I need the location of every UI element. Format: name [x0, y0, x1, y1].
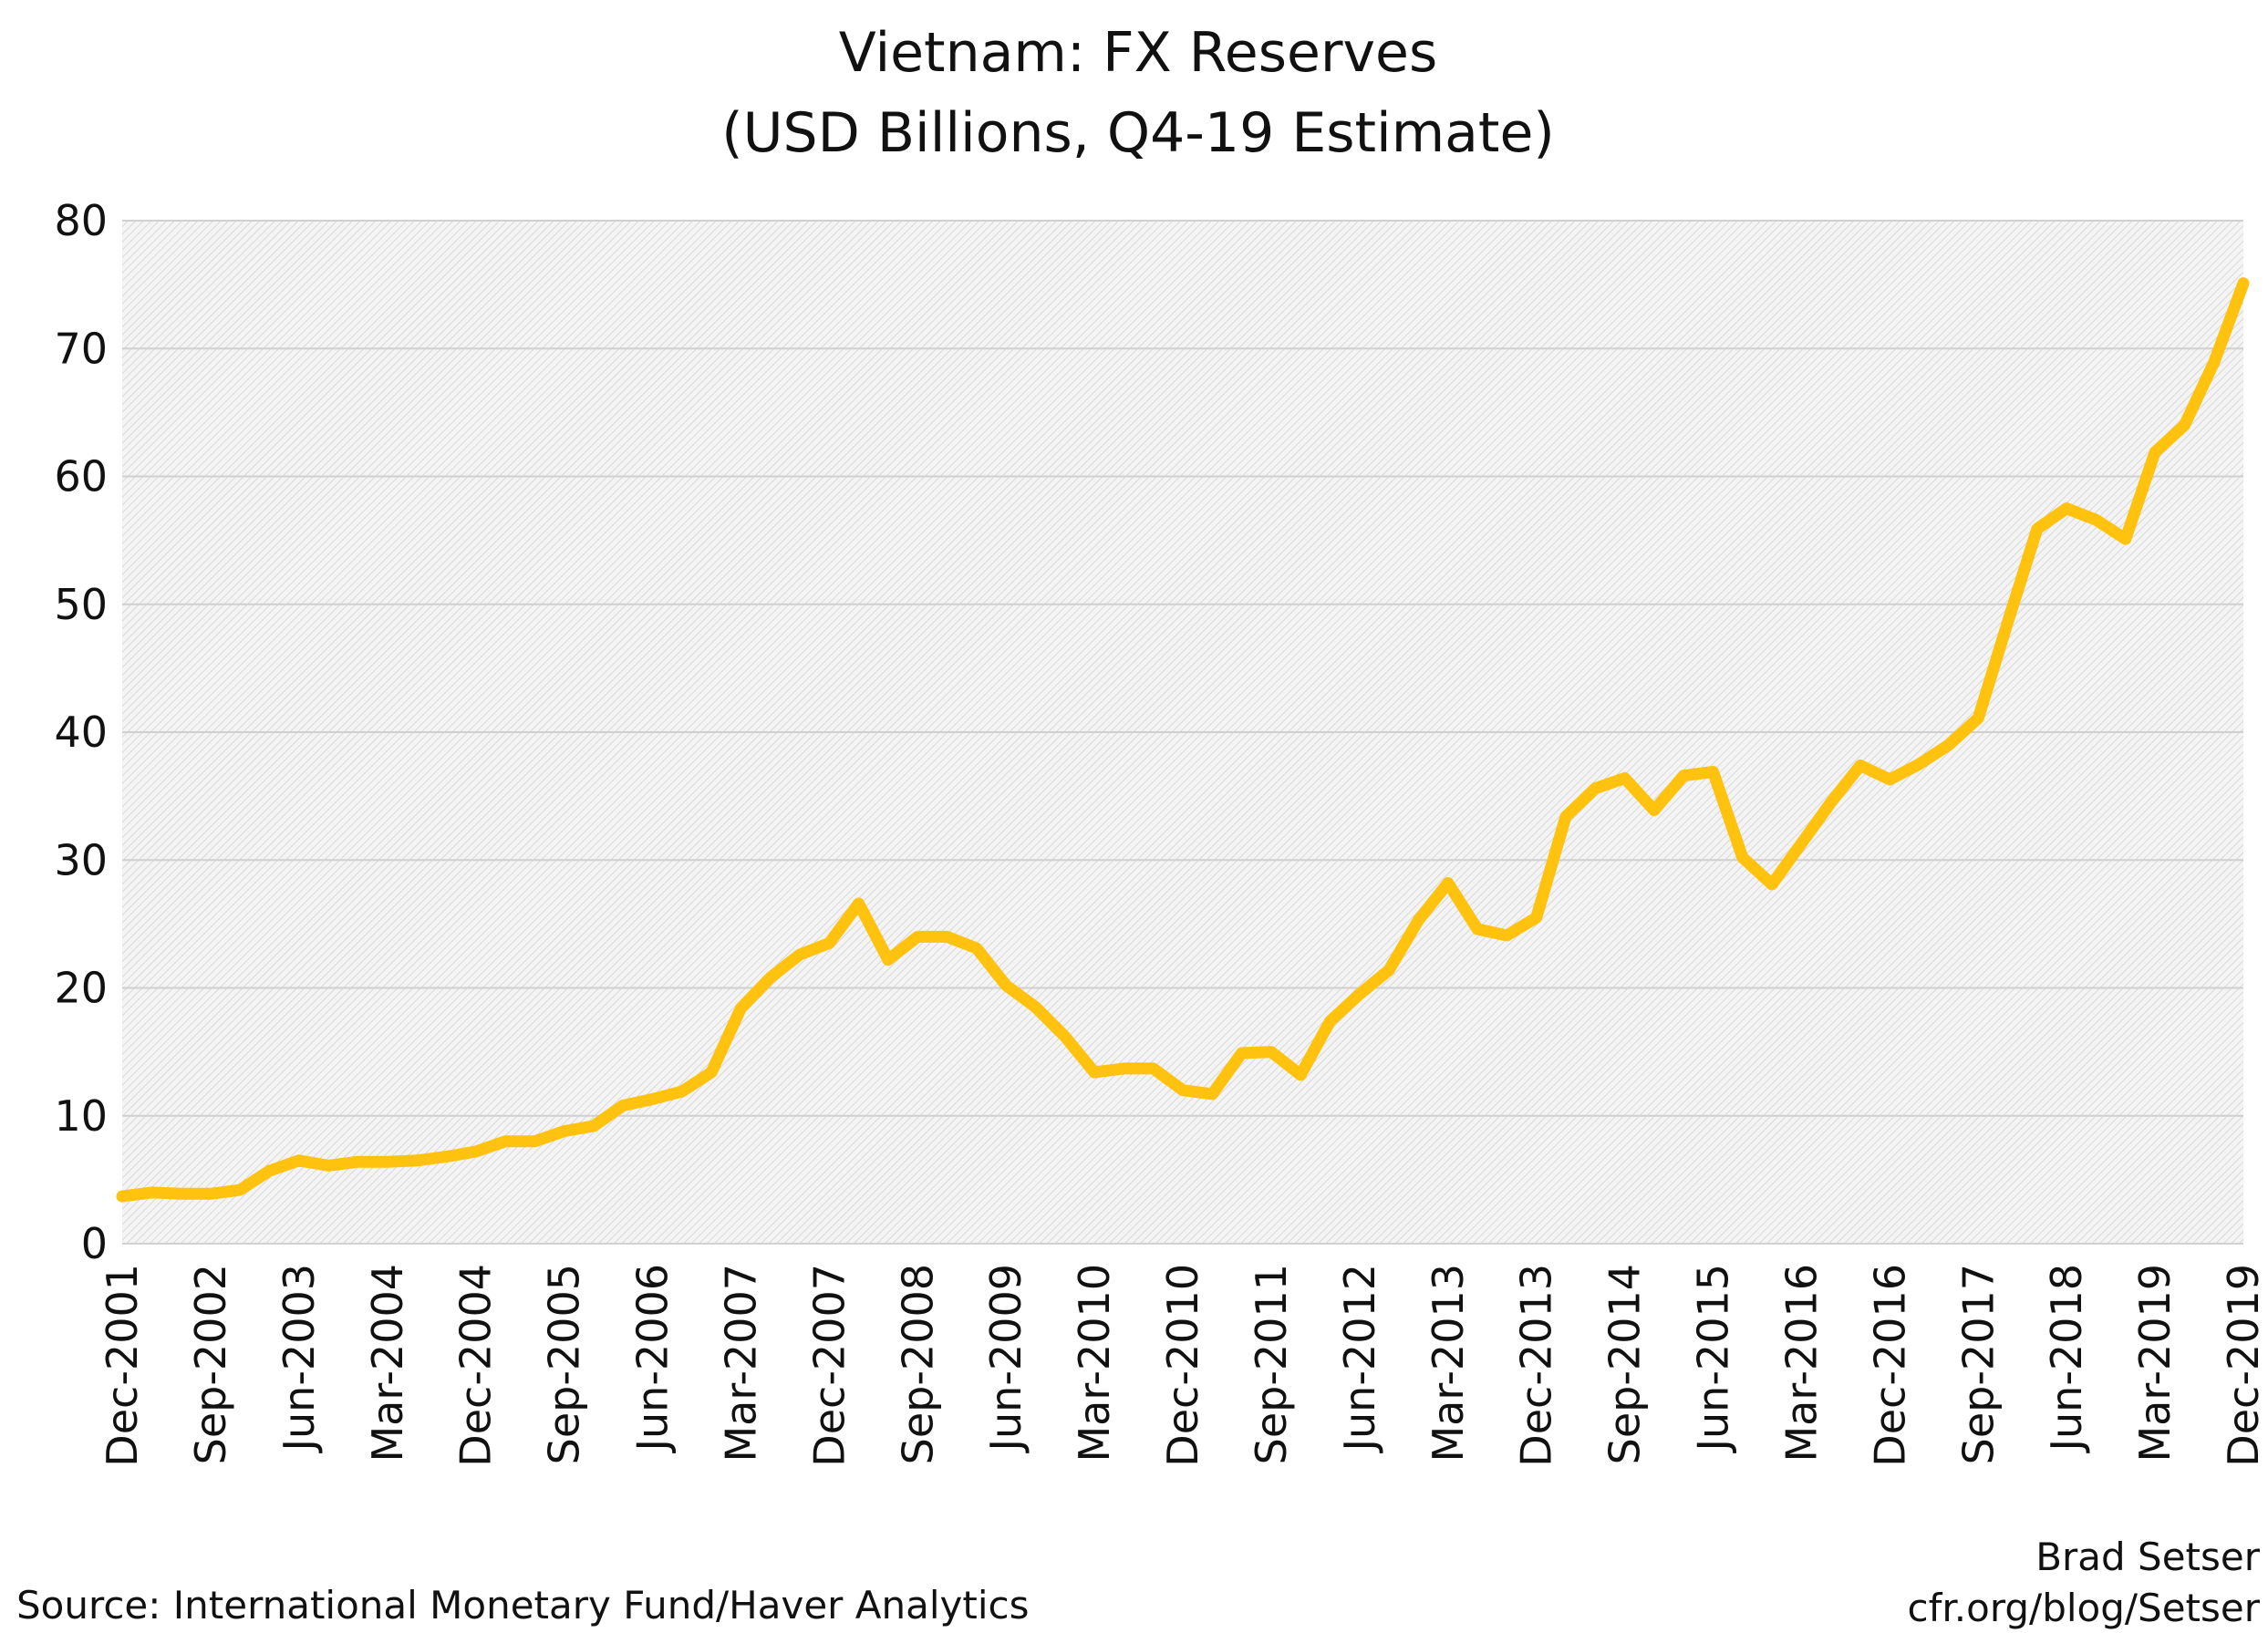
- x-tick-label: Mar-2007: [716, 1264, 765, 1462]
- x-tick-label: Mar-2019: [2130, 1264, 2180, 1462]
- x-tick-label: Dec-2010: [1158, 1264, 1207, 1467]
- y-tick-label: 70: [54, 324, 108, 373]
- y-tick-label: 50: [54, 580, 108, 629]
- x-tick-label: Mar-2016: [1776, 1264, 1826, 1462]
- y-tick-label: 10: [54, 1091, 108, 1141]
- y-tick-label: 80: [54, 196, 108, 245]
- x-tick-label: Sep-2011: [1247, 1264, 1296, 1464]
- x-tick-label: Jun-2003: [274, 1264, 324, 1454]
- chart-title: Vietnam: FX Reserves: [839, 21, 1437, 85]
- y-tick-label: 30: [54, 835, 108, 884]
- x-tick-label: Sep-2014: [1600, 1264, 1650, 1464]
- x-tick-label: Mar-2013: [1424, 1264, 1473, 1462]
- y-tick-label: 20: [54, 964, 108, 1013]
- x-tick-label: Dec-2019: [2219, 1264, 2268, 1467]
- x-tick-label: Dec-2016: [1865, 1264, 1914, 1467]
- x-tick-label: Sep-2005: [540, 1264, 589, 1464]
- x-tick-label: Dec-2004: [451, 1264, 501, 1467]
- author-note: Brad Setser: [2035, 1535, 2261, 1579]
- source-note: Source: International Monetary Fund/Have…: [16, 1583, 1030, 1628]
- x-tick-label: Mar-2004: [363, 1264, 412, 1462]
- y-tick-label: 0: [81, 1219, 108, 1268]
- x-tick-label: Dec-2007: [804, 1264, 854, 1467]
- x-tick-label: Mar-2010: [1070, 1264, 1119, 1462]
- chart-subtitle: (USD Billions, Q4-19 Estimate): [721, 101, 1555, 165]
- x-tick-label: Jun-2012: [1335, 1264, 1384, 1454]
- x-tick-label: Jun-2009: [981, 1264, 1030, 1454]
- x-tick-label: Jun-2018: [2042, 1264, 2091, 1454]
- x-tick-label: Dec-2013: [1512, 1264, 1561, 1467]
- x-tick-label: Sep-2002: [186, 1264, 235, 1464]
- x-tick-label: Sep-2017: [1953, 1264, 2003, 1464]
- x-tick-label: Jun-2006: [628, 1264, 678, 1454]
- x-tick-label: Dec-2001: [98, 1264, 147, 1467]
- y-tick-label: 60: [54, 452, 108, 501]
- y-tick-label: 40: [54, 708, 108, 757]
- x-tick-label: Sep-2008: [893, 1264, 942, 1464]
- site-note: cfr.org/blog/Setser: [1908, 1586, 2261, 1630]
- x-tick-label: Jun-2015: [1689, 1264, 1738, 1454]
